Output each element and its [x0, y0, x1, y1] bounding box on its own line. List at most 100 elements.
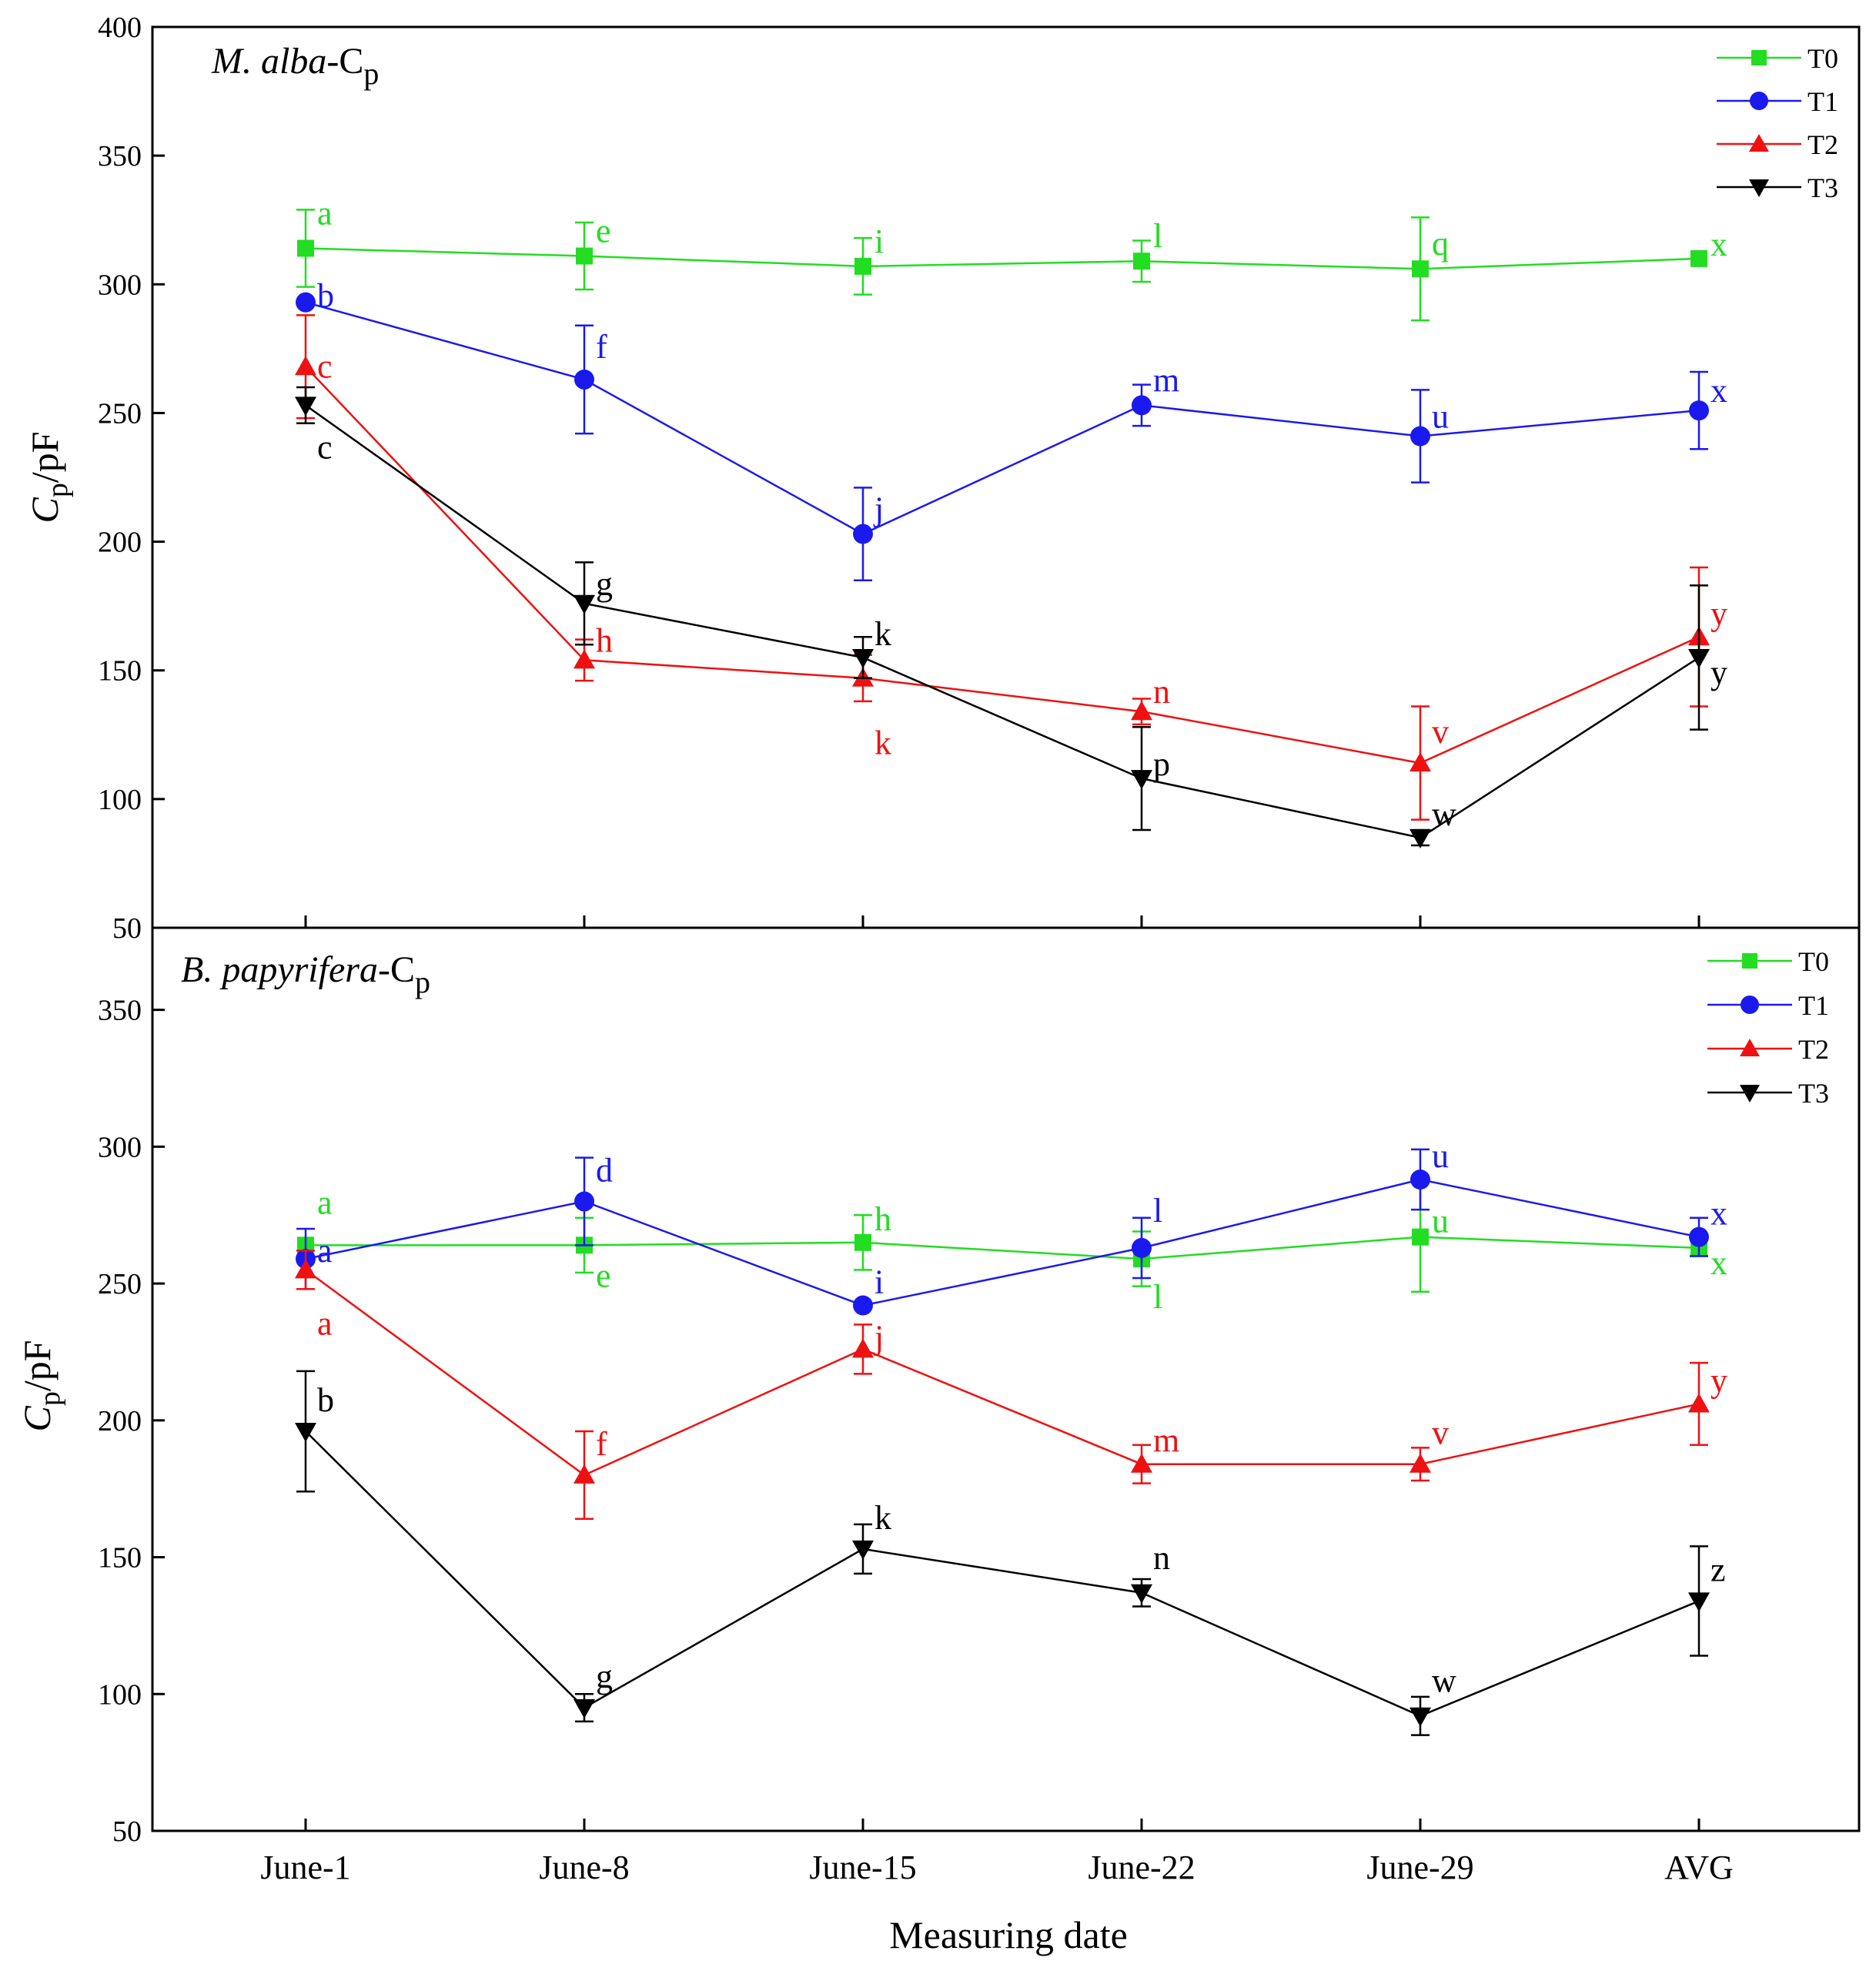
legend-marker — [1750, 92, 1768, 110]
significance-letter: m — [1153, 361, 1179, 399]
y-tick-label: 250 — [98, 1268, 142, 1300]
legend-marker — [1742, 953, 1757, 969]
legend-label: T3 — [1807, 172, 1838, 203]
legend-label: T1 — [1798, 990, 1829, 1021]
y-tick-label: 350 — [98, 995, 142, 1027]
series-T3: b g k n w z — [295, 1370, 1726, 1736]
y-tick-label: 50 — [112, 1815, 142, 1848]
legend-item-T2: T2 — [1707, 1034, 1829, 1065]
series-T1: a d i l u x — [296, 1137, 1727, 1316]
data-point — [1133, 253, 1150, 270]
data-point — [1131, 701, 1152, 721]
x-tick-label: June-15 — [809, 1849, 916, 1886]
legend-marker — [1740, 1039, 1760, 1056]
legend-marker — [1749, 179, 1769, 197]
data-point — [1410, 1170, 1430, 1190]
plot-frame — [151, 926, 1861, 1832]
legend-label: T2 — [1807, 129, 1838, 160]
significance-letter: u — [1432, 398, 1449, 436]
data-point — [295, 397, 316, 417]
significance-letter: h — [874, 1200, 891, 1238]
legend-marker — [1741, 996, 1759, 1014]
significance-letter: l — [1153, 1192, 1162, 1230]
data-point — [1410, 829, 1431, 848]
y-tick-label: 300 — [98, 1131, 142, 1163]
x-axis-title: Measuring date — [889, 1913, 1128, 1956]
data-point — [295, 1259, 316, 1279]
x-tick-label: June-8 — [539, 1849, 629, 1886]
data-point — [1410, 426, 1430, 447]
data-point — [1131, 770, 1152, 790]
legend-marker — [1749, 134, 1769, 152]
y-tick-label: 200 — [98, 1405, 142, 1437]
data-point — [854, 1233, 871, 1251]
data-point — [852, 649, 874, 668]
significance-letter: d — [596, 1151, 613, 1189]
series-line — [305, 1269, 1700, 1477]
legend-item-T1: T1 — [1707, 990, 1829, 1021]
significance-letter: y — [1710, 1361, 1727, 1399]
significance-letter: l — [1153, 1278, 1162, 1316]
significance-letter: g — [596, 1658, 613, 1695]
significance-letter: f — [596, 1425, 607, 1463]
series-line — [305, 1431, 1700, 1718]
data-point — [1132, 395, 1152, 416]
data-point — [1688, 649, 1710, 668]
data-point — [1689, 400, 1709, 421]
significance-letter: v — [1432, 713, 1449, 751]
data-point — [574, 369, 594, 390]
series-line — [305, 404, 1700, 839]
y-tick-label: 400 — [98, 12, 142, 44]
significance-letter: w — [1432, 795, 1456, 833]
significance-letter: b — [317, 277, 334, 315]
data-point — [1688, 1592, 1710, 1612]
legend-item-T0: T0 — [1717, 43, 1838, 74]
data-point — [1690, 249, 1707, 267]
panel-b-papyrifera: 50 100 150 200 250 300 350 June-1 June-8 June-15… — [15, 926, 1861, 1886]
data-point — [574, 649, 595, 669]
data-point — [576, 247, 593, 265]
data-point — [295, 356, 316, 376]
significance-letter: v — [1432, 1414, 1449, 1452]
y-tick-label: 350 — [98, 140, 142, 172]
significance-letter: h — [596, 621, 613, 659]
significance-letter: k — [874, 1499, 891, 1537]
significance-letter: k — [874, 724, 891, 762]
legend-label: T3 — [1798, 1078, 1829, 1109]
data-point — [1412, 260, 1429, 278]
y-tick-label: 150 — [98, 655, 142, 688]
panel-title: M. alba-Cp — [211, 41, 379, 91]
significance-letter: b — [317, 1381, 334, 1419]
significance-letter: l — [1153, 217, 1162, 255]
series-T2: c h k n v y — [295, 314, 1727, 821]
series-line — [305, 1178, 1700, 1307]
significance-letter: x — [1710, 226, 1727, 263]
significance-letter: a — [317, 1232, 333, 1270]
legend-item-T2: T2 — [1717, 129, 1838, 160]
data-point — [574, 1191, 594, 1212]
significance-letter: n — [1153, 673, 1170, 711]
significance-letter: w — [1432, 1662, 1456, 1700]
significance-letter: q — [1432, 225, 1449, 263]
significance-letter: y — [1710, 654, 1727, 691]
series-T1: b f j m u x — [296, 277, 1727, 581]
legend-item-T3: T3 — [1707, 1078, 1829, 1109]
data-point — [853, 524, 873, 544]
series-line — [305, 366, 1700, 765]
significance-letter: a — [317, 1304, 333, 1342]
data-point — [1410, 752, 1431, 772]
legend-label: T1 — [1807, 86, 1838, 117]
y-tick-label: 200 — [98, 527, 142, 559]
data-point — [1410, 1707, 1431, 1727]
y-tick-label: 250 — [98, 397, 142, 430]
data-point — [295, 1423, 316, 1443]
data-point — [297, 239, 314, 257]
significance-letter: c — [317, 428, 333, 466]
legend-label: T2 — [1798, 1034, 1829, 1065]
data-point — [1410, 1453, 1431, 1473]
series-line — [305, 247, 1700, 270]
legend-item-T1: T1 — [1717, 86, 1838, 117]
significance-letter: x — [1710, 1195, 1727, 1233]
